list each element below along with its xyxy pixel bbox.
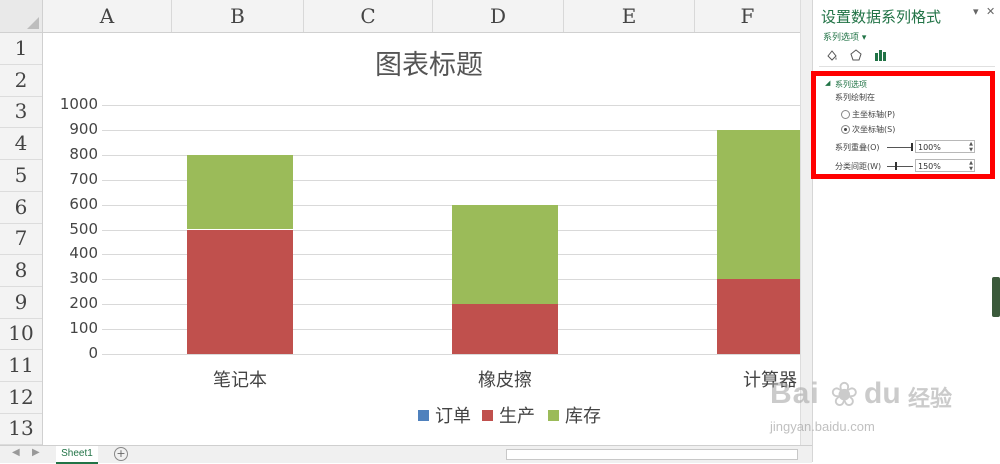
watermark-url: jingyan.baidu.com bbox=[770, 419, 875, 434]
y-tick-label: 100 bbox=[69, 319, 98, 338]
secondary-axis-label[interactable]: 次坐标轴(S) bbox=[852, 125, 896, 134]
watermark-brand: Bai bbox=[770, 377, 820, 410]
fill-line-icon[interactable] bbox=[825, 48, 839, 62]
y-tick-label: 300 bbox=[69, 269, 98, 288]
collapse-triangle-icon[interactable]: ◢ bbox=[825, 79, 831, 87]
row-header-13[interactable]: 13 bbox=[0, 413, 42, 446]
y-tick-label: 700 bbox=[69, 169, 98, 188]
y-tick-label: 200 bbox=[69, 294, 98, 313]
format-series-pane: 设置数据系列格式 ▾ ✕ 系列选项 ▾ ◢ 系列选项 系列绘制在 主坐标轴(P)… bbox=[812, 0, 1000, 462]
row-header-7[interactable]: 7 bbox=[0, 223, 42, 256]
gridline bbox=[102, 154, 812, 156]
row-header-2[interactable]: 2 bbox=[0, 65, 42, 97]
highlight-box bbox=[811, 71, 995, 179]
row-header-3[interactable]: 3 bbox=[0, 96, 42, 129]
overlap-input[interactable]: 100% ▲ ▼ bbox=[915, 140, 975, 153]
bar-库存-橡皮擦[interactable] bbox=[452, 204, 558, 305]
row-header-11[interactable]: 11 bbox=[0, 350, 42, 382]
close-icon[interactable]: ✕ bbox=[986, 5, 996, 18]
prev-sheet-icon[interactable]: ◀ bbox=[12, 447, 20, 458]
pane-divider bbox=[819, 66, 995, 67]
watermark: Bai ❀ du 经验 jingyan.baidu.com bbox=[770, 375, 1000, 460]
y-tick-label: 1000 bbox=[59, 95, 98, 113]
y-tick-label: 500 bbox=[69, 219, 98, 238]
y-tick-label: 400 bbox=[69, 244, 98, 263]
series-options-dropdown[interactable]: 系列选项 ▾ bbox=[823, 30, 866, 43]
row-header-5[interactable]: 5 bbox=[0, 160, 42, 192]
x-category-label: 笔记本 bbox=[213, 370, 267, 391]
row-header-6[interactable]: 6 bbox=[0, 192, 42, 224]
bar-库存-计算器[interactable] bbox=[717, 129, 812, 280]
gridline bbox=[102, 105, 812, 106]
overlap-value: 100% bbox=[918, 143, 941, 152]
gap-width-value: 150% bbox=[918, 162, 941, 171]
column-header-a[interactable]: A bbox=[43, 0, 172, 32]
pane-resize-handle[interactable] bbox=[992, 277, 1000, 317]
sheet-tab[interactable]: Sheet1 bbox=[56, 446, 98, 464]
column-header-c[interactable]: C bbox=[304, 0, 433, 32]
section-header[interactable]: 系列选项 bbox=[835, 80, 867, 89]
bar-生产-笔记本[interactable] bbox=[187, 229, 293, 354]
row-header-9[interactable]: 9 bbox=[0, 287, 42, 319]
gap-width-input[interactable]: 150% ▲ ▼ bbox=[915, 159, 975, 172]
select-all-corner[interactable] bbox=[0, 0, 43, 32]
watermark-jingyan: 经验 bbox=[908, 387, 953, 412]
pane-menu-icon[interactable]: ▾ bbox=[973, 5, 979, 18]
secondary-axis-radio[interactable] bbox=[841, 125, 850, 134]
column-header-d[interactable]: D bbox=[433, 0, 564, 32]
y-tick-label: 0 bbox=[88, 344, 98, 362]
bar-生产-橡皮擦[interactable] bbox=[452, 304, 558, 354]
sheet-tab-bar: ◀ ▶ Sheet1 + bbox=[0, 445, 812, 464]
chevron-down-icon: ▾ bbox=[861, 33, 867, 43]
column-header-b[interactable]: B bbox=[172, 0, 304, 32]
x-category-label: 计算器 bbox=[743, 370, 797, 391]
gap-width-label: 分类间距(W) bbox=[835, 162, 882, 171]
chart-area[interactable]: 图表标题 0 100 200 300 400 500 600 700 800 900 1000 笔记本… bbox=[46, 33, 812, 445]
watermark-du: du bbox=[864, 377, 901, 410]
gridline bbox=[102, 129, 812, 131]
row-header-1[interactable]: 1 bbox=[0, 33, 42, 65]
y-tick-label: 800 bbox=[69, 144, 98, 163]
gridline bbox=[102, 179, 812, 181]
bar-库存-笔记本[interactable] bbox=[187, 154, 293, 230]
primary-axis-radio[interactable] bbox=[841, 110, 850, 119]
y-tick-label: 600 bbox=[69, 194, 98, 213]
gap-width-slider[interactable] bbox=[887, 166, 913, 167]
pane-title: 设置数据系列格式 bbox=[821, 8, 942, 26]
paw-logo-icon: ❀ bbox=[830, 375, 859, 415]
horizontal-scrollbar[interactable] bbox=[506, 449, 798, 460]
gap-width-slider-thumb[interactable] bbox=[895, 162, 897, 170]
row-header-10[interactable]: 10 bbox=[0, 318, 42, 351]
chart-title[interactable]: 图表标题 bbox=[375, 50, 483, 81]
overlap-slider-thumb[interactable] bbox=[911, 143, 913, 151]
column-header-e[interactable]: E bbox=[564, 0, 695, 32]
column-header-bar: A B C D E F bbox=[0, 0, 812, 33]
spin-arrows-icon[interactable]: ▲ ▼ bbox=[969, 160, 973, 172]
add-sheet-icon[interactable]: + bbox=[114, 447, 128, 461]
next-sheet-icon[interactable]: ▶ bbox=[32, 447, 40, 458]
row-header-bar: 1 2 3 4 5 6 7 8 9 10 11 12 13 bbox=[0, 33, 43, 446]
vertical-scrollbar[interactable] bbox=[800, 0, 813, 445]
series-options-label: 系列选项 bbox=[823, 33, 860, 43]
x-category-label: 橡皮擦 bbox=[478, 370, 532, 391]
series-options-icon[interactable] bbox=[873, 48, 887, 62]
plot-area[interactable]: 0 100 200 300 400 500 600 700 800 900 1000 笔记本 橡皮擦 计算… bbox=[46, 33, 812, 445]
overlap-slider[interactable] bbox=[887, 147, 913, 148]
row-header-12[interactable]: 12 bbox=[0, 382, 42, 414]
column-header-f[interactable]: F bbox=[695, 0, 801, 32]
primary-axis-label[interactable]: 主坐标轴(P) bbox=[852, 110, 896, 119]
row-header-4[interactable]: 4 bbox=[0, 128, 42, 161]
overlap-label: 系列重叠(O) bbox=[835, 143, 880, 152]
spin-arrows-icon[interactable]: ▲ ▼ bbox=[969, 141, 973, 153]
bar-生产-计算器[interactable] bbox=[717, 279, 812, 354]
row-header-8[interactable]: 8 bbox=[0, 255, 42, 287]
y-tick-label: 900 bbox=[69, 119, 98, 138]
plot-series-on-label: 系列绘制在 bbox=[835, 93, 875, 102]
effects-icon[interactable] bbox=[849, 48, 863, 62]
gridline bbox=[102, 354, 812, 355]
